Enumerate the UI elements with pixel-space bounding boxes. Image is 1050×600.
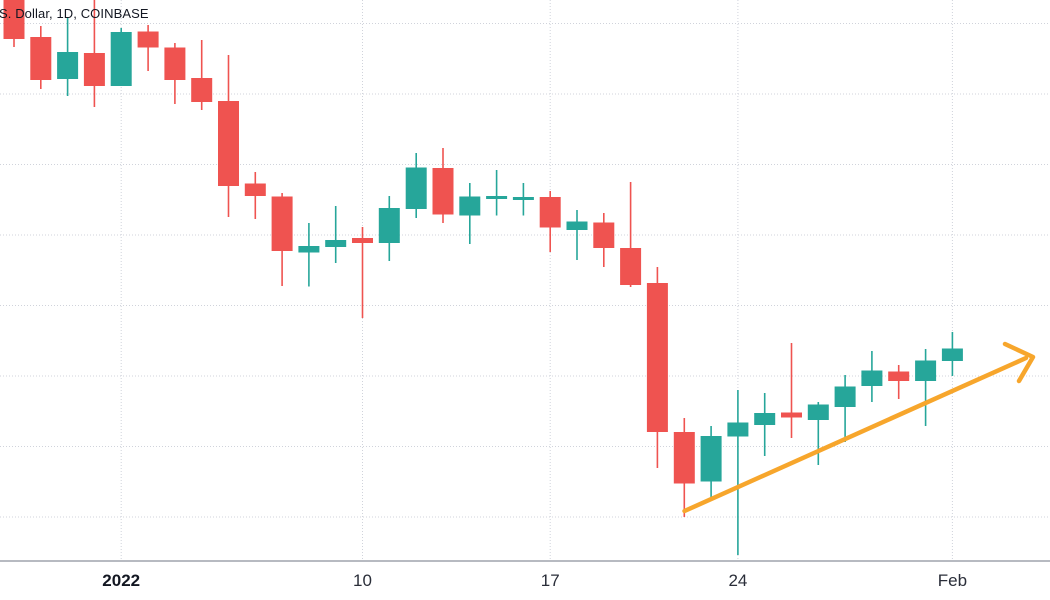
candle <box>915 349 937 426</box>
candle-body <box>3 0 25 39</box>
candle-body <box>30 37 52 80</box>
candle <box>727 390 749 555</box>
candle <box>57 17 79 96</box>
candle <box>244 172 266 219</box>
candle <box>405 153 427 218</box>
candle <box>83 0 105 107</box>
candle <box>432 148 454 223</box>
candle <box>352 227 373 318</box>
grid <box>0 0 1050 561</box>
candle-body <box>646 283 668 432</box>
candle <box>593 213 615 267</box>
candle <box>137 25 159 71</box>
candle-body <box>83 53 105 86</box>
candle <box>378 196 400 261</box>
candle-body <box>566 221 588 230</box>
candle-body <box>888 371 910 381</box>
candle <box>512 183 534 216</box>
time-axis-label: 24 <box>728 571 747 590</box>
candle-body <box>298 246 320 253</box>
candle <box>700 426 722 497</box>
candle-body <box>754 413 776 425</box>
candle-body <box>191 78 213 102</box>
symbol-legend[interactable]: S. Dollar, 1D, COINBASE <box>0 6 149 21</box>
candle <box>164 43 186 104</box>
candle-body <box>915 360 937 381</box>
candle <box>888 365 910 399</box>
candle-body <box>459 196 481 216</box>
candle-body <box>673 432 695 484</box>
candle <box>834 375 856 442</box>
candle-body <box>164 47 186 80</box>
candle-body <box>941 348 963 361</box>
time-axis-label: 17 <box>541 571 560 590</box>
candle-body <box>620 248 642 285</box>
candle-body <box>539 197 561 228</box>
candle-body <box>405 167 427 209</box>
candles-series <box>3 0 963 555</box>
candle <box>459 183 481 244</box>
candle <box>620 182 642 287</box>
time-axis[interactable]: 2022 10 17 24 Feb <box>0 560 1050 590</box>
candle-body <box>834 386 856 407</box>
candle <box>646 267 668 468</box>
candle-body <box>244 183 266 196</box>
candle-body <box>271 196 293 251</box>
trend-arrow[interactable] <box>682 341 1036 514</box>
candle-body <box>807 404 829 420</box>
candle <box>781 343 802 438</box>
candle <box>3 0 25 47</box>
candle <box>325 206 347 263</box>
candle-body <box>378 208 400 243</box>
candle <box>941 332 963 376</box>
candle <box>271 193 293 286</box>
trend-arrow-line[interactable] <box>682 355 1029 514</box>
candle <box>298 223 320 287</box>
time-axis-label: 10 <box>353 571 372 590</box>
candle-body <box>352 238 373 243</box>
candle <box>30 26 52 89</box>
candle <box>754 393 776 456</box>
candle <box>191 40 213 110</box>
candle <box>807 402 829 465</box>
candle <box>110 28 132 86</box>
candle-body <box>727 422 749 437</box>
candle-body <box>593 222 615 248</box>
candle <box>861 351 883 402</box>
candle <box>566 210 588 260</box>
candle-body <box>110 32 132 86</box>
candle-body <box>512 197 534 200</box>
candle-body <box>432 168 454 215</box>
candle-body <box>57 52 79 79</box>
trend-arrow-head[interactable] <box>1002 341 1036 384</box>
candle <box>539 191 561 252</box>
candle-body <box>218 101 239 186</box>
candle <box>673 418 695 517</box>
candle-body <box>325 240 347 247</box>
candle-body <box>700 436 722 482</box>
candle <box>486 170 508 216</box>
candle-body <box>861 370 883 386</box>
candle <box>218 55 239 217</box>
time-axis-label: Feb <box>938 571 967 590</box>
candle-body <box>137 31 159 48</box>
time-axis-label: 2022 <box>102 571 140 590</box>
candle-body <box>781 412 802 418</box>
candle-body <box>486 196 508 199</box>
